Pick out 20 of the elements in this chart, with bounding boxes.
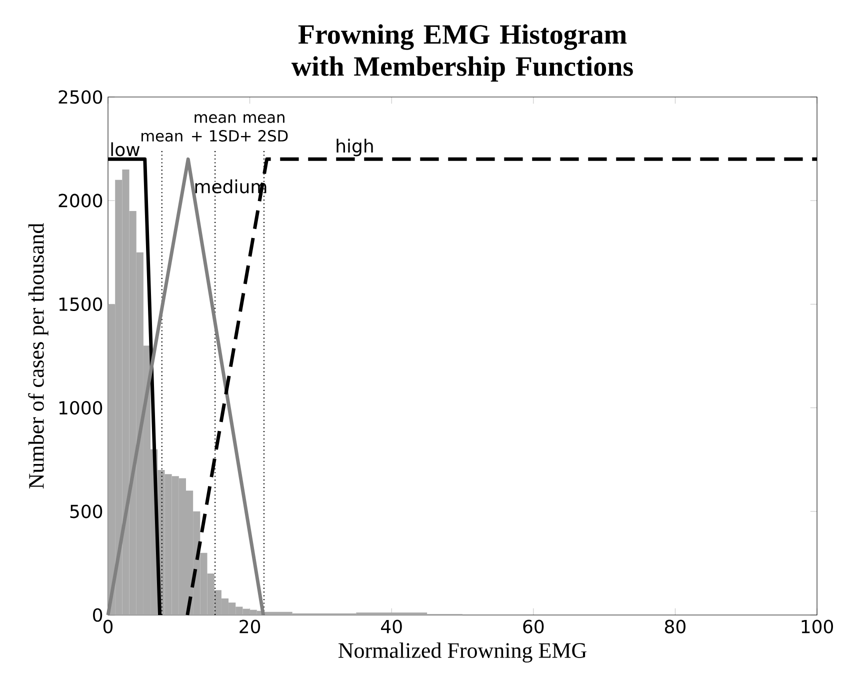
ref-line-label: mean [142,132,182,142]
ref-line-label: mean + 1SD [192,114,239,142]
x-tick-label: 40 [381,620,402,634]
series-label: high [336,138,373,156]
y-tick-label: 2000 [58,194,102,208]
y-tick-label: 1000 [59,400,102,415]
x-tick-label: 20 [240,620,260,634]
y-tick-label: 0 [93,608,102,622]
y-axis-title: Number of cases per thousand [28,223,48,489]
x-tick-label: 0 [103,620,113,634]
x-tick-label: 80 [664,620,686,634]
x-tick-label: 100 [802,620,833,634]
series-label: low [111,142,140,156]
y-tick-label: 1500 [59,297,102,312]
y-tick-label: 500 [70,504,102,518]
chart-title: Frowning EMG Histogram with Membership Functions [291,24,633,82]
x-tick-label: 60 [523,620,544,634]
y-tick-label: 2500 [58,90,102,104]
ref-line-label: mean + 2SD [240,114,288,142]
x-axis-title: Normalized Frowning EMG [338,642,586,662]
